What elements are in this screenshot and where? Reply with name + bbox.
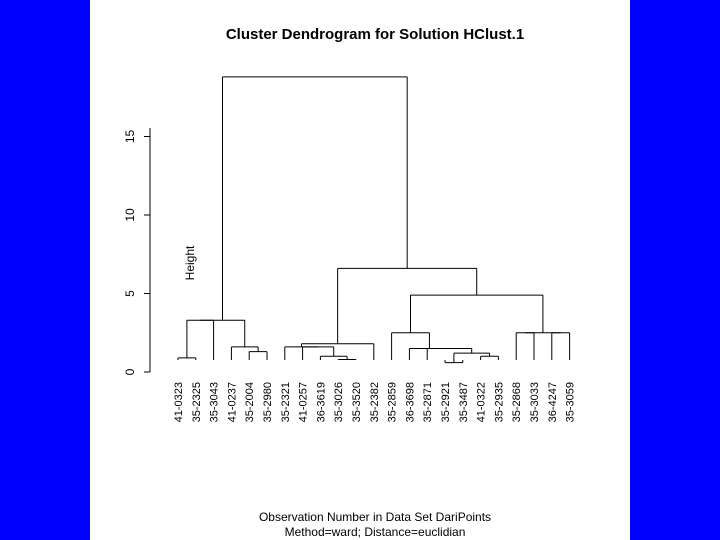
leaf-label: 41-0322 bbox=[476, 382, 488, 422]
leaf-label: 36-3698 bbox=[404, 382, 416, 422]
dendrogram-branches bbox=[177, 76, 571, 364]
y-tick-label: 5 bbox=[123, 290, 137, 297]
leaf-label: 35-3026 bbox=[333, 382, 345, 422]
leaf-label: 35-2935 bbox=[493, 382, 505, 422]
leaf-label: 35-3043 bbox=[209, 382, 221, 422]
leaf-label: 35-3487 bbox=[458, 382, 470, 422]
y-tick-label: 15 bbox=[123, 130, 137, 144]
leaf-label: 41-0323 bbox=[173, 382, 185, 422]
chart-title: Cluster Dendrogram for Solution HClust.1 bbox=[226, 26, 524, 43]
leaf-label: 35-2980 bbox=[262, 382, 274, 422]
leaf-label: 35-2921 bbox=[440, 382, 452, 422]
leaf-label: 36-4247 bbox=[547, 382, 559, 422]
y-axis-label: Height bbox=[183, 245, 197, 280]
leaf-label: 35-2871 bbox=[422, 382, 434, 422]
leaf-label: 35-3059 bbox=[565, 382, 577, 422]
leaf-label: 41-0257 bbox=[298, 382, 310, 422]
leaf-label: 35-3520 bbox=[351, 382, 363, 422]
leaf-label: 41-0237 bbox=[226, 382, 238, 422]
dendrogram-chart: Cluster Dendrogram for Solution HClust.1… bbox=[123, 26, 577, 539]
leaf-label: 36-3619 bbox=[315, 382, 327, 422]
leaf-label: 35-2004 bbox=[244, 382, 256, 422]
x-axis-label: Observation Number in Data Set DariPoint… bbox=[259, 510, 491, 524]
leaf-label: 35-2868 bbox=[511, 382, 523, 422]
leaf-label: 35-3033 bbox=[529, 382, 541, 422]
leaf-label: 35-2382 bbox=[369, 382, 381, 422]
y-tick-label: 10 bbox=[123, 208, 137, 222]
leaf-labels: 41-0323 35-2325 35-3043 41-0237 35-2004 35-29… bbox=[173, 382, 577, 422]
y-axis-ticks: 0 5 10 15 bbox=[123, 130, 150, 375]
y-tick-label: 0 bbox=[123, 368, 137, 375]
x-axis-sublabel: Method=ward; Distance=euclidian bbox=[285, 525, 466, 539]
leaf-label: 35-2325 bbox=[191, 382, 203, 422]
leaf-label: 35-2321 bbox=[280, 382, 292, 422]
plot-panel: Cluster Dendrogram for Solution HClust.1… bbox=[90, 0, 630, 540]
leaf-label: 35-2859 bbox=[387, 382, 399, 422]
